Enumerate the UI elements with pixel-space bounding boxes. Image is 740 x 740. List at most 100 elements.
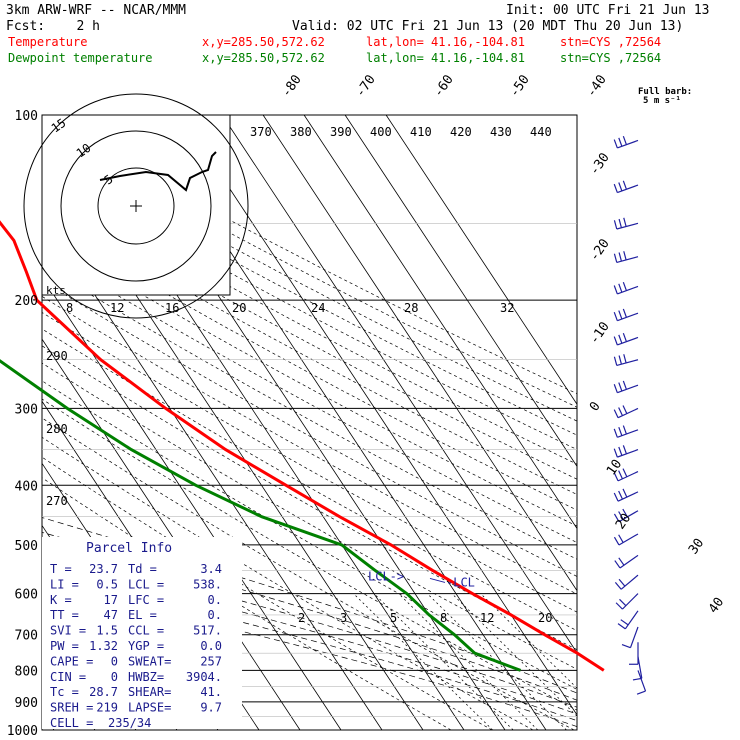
parcel-row-label: CELL = <box>50 716 93 730</box>
pressure-tick-label: 800 <box>15 664 38 679</box>
hodograph-speed-label: 24 <box>311 301 325 315</box>
valid-time: Valid: 02 UTC Fri 21 Jun 13 (20 MDT Thu … <box>292 19 683 34</box>
isotherm-label: -70 <box>353 72 379 100</box>
parcel-row-label: HWBZ= <box>128 670 164 684</box>
wind-barb-flag <box>615 602 623 610</box>
wind-barb <box>614 554 639 569</box>
parcel-info-rows: T = 23.7 Td = 3.4 LI = 0.5 LCL = 538. K = 17 LFC =… <box>50 562 222 730</box>
parcel-row-label: Tc = <box>50 685 79 699</box>
parcel-row-value: 9.7 <box>200 701 222 715</box>
wind-barb-flag <box>618 310 623 320</box>
wind-barb-flag <box>622 405 628 414</box>
isotherm-label: 0 <box>587 399 604 414</box>
parcel-row-value: 219 <box>96 701 118 715</box>
dewpoint-legend-xy: x,y=285.50,572.62 <box>202 51 325 65</box>
wind-barb <box>613 468 639 482</box>
wind-barb <box>613 333 639 346</box>
parcel-row-label: CCL = <box>128 624 164 638</box>
parcel-row-value: 0. <box>208 608 222 622</box>
wind-barb-flag <box>618 578 626 587</box>
wind-barb-flag <box>622 136 627 145</box>
wind-barb-staff <box>616 222 639 230</box>
pressure-tick-label: 600 <box>15 588 38 603</box>
forecast-hour: Fcst: 2 h <box>6 19 100 34</box>
parcel-row-label: SVI = <box>50 624 86 638</box>
parcel-row-label: T = <box>50 562 72 576</box>
wind-barb-staff <box>617 449 639 458</box>
wind-barb-flag <box>613 409 619 418</box>
parcel-row-value: 17 <box>104 593 118 607</box>
theta-label: 290 <box>46 349 68 363</box>
model-title: 3km ARW-WRF -- NCAR/MMM <box>6 3 186 18</box>
wind-barb <box>621 626 639 649</box>
parcel-row-label: YGP = <box>128 639 164 653</box>
pressure-tick-label: 300 <box>15 402 38 417</box>
hodograph-ring-label: 10 <box>74 141 94 161</box>
wind-barb-flag <box>618 252 623 262</box>
theta-label: 410 <box>410 125 432 139</box>
parcel-row-label: CIN = <box>50 670 86 684</box>
isotherm-label: -30 <box>587 150 613 178</box>
wind-barb-flag <box>618 334 623 344</box>
wind-barb-flag <box>622 281 627 291</box>
isotherm-label: 20 <box>613 511 634 532</box>
parcel-row-label: Td = <box>128 562 157 576</box>
wind-barb <box>613 405 639 419</box>
mixing-ratio-label: 12 <box>480 611 494 625</box>
wind-barb-flag <box>613 356 618 366</box>
parcel-row-label: PW = <box>50 639 79 653</box>
isotherm-label: 40 <box>706 595 727 616</box>
parcel-row-value: 0. <box>208 593 222 607</box>
wind-barb <box>613 508 639 523</box>
wind-barb-flag <box>613 220 618 230</box>
init-time: Init: 00 UTC Fri 21 Jun 13 <box>506 3 710 18</box>
wind-barb <box>613 180 639 194</box>
wind-barb-staff <box>617 429 639 438</box>
wind-barb-flag <box>620 619 629 626</box>
parcel-row-value: 257 <box>200 654 222 668</box>
wind-barb <box>613 308 639 322</box>
wind-barb-flag <box>618 382 623 392</box>
wind-barb <box>632 656 643 681</box>
isotherm-line <box>0 115 13 730</box>
wind-barb-staff <box>617 407 639 419</box>
wind-barb-flag <box>622 380 627 390</box>
wind-barb-flag <box>622 488 628 498</box>
isotherm-line <box>303 115 577 530</box>
wind-barb-flag <box>614 581 622 590</box>
mixing-ratio-label: 5 <box>390 611 397 625</box>
isotherm-label: -10 <box>587 319 613 347</box>
parcel-row-label: SHEAR= <box>128 685 171 699</box>
wind-barb-staff <box>617 491 639 502</box>
pressure-tick-label: 500 <box>15 539 38 554</box>
theta-label: 280 <box>46 422 68 436</box>
isotherm-line <box>221 115 577 654</box>
wind-barb <box>614 574 639 590</box>
wind-barb-staff <box>622 593 639 610</box>
wind-barb-flag <box>618 218 623 228</box>
wind-barb <box>613 488 639 502</box>
dewpoint-legend-label: Dewpoint temperature <box>8 51 153 65</box>
mixing-ratio-label: 2 <box>298 611 305 625</box>
temperature-legend-label: Temperature <box>8 35 87 49</box>
mixing-ratio-label: 20 <box>538 611 552 625</box>
theta-label: 270 <box>46 494 68 508</box>
theta-label: 390 <box>330 125 352 139</box>
dewpoint-legend-latlon: lat,lon= 41.16,-104.81 <box>366 51 525 65</box>
wind-barb <box>613 217 639 230</box>
isotherm-line <box>344 115 577 468</box>
wind-barb <box>613 281 639 295</box>
hodograph-speed-label: 16 <box>165 301 179 315</box>
barb-key-title: Full barb: <box>638 87 692 97</box>
parcel-row-value: 1.32 <box>89 639 118 653</box>
pressure-tick-label: 200 <box>15 294 38 309</box>
pressure-tick-label: 400 <box>15 479 38 494</box>
parcel-row-label: LAPSE= <box>128 701 171 715</box>
parcel-row-value: 28.7 <box>89 685 118 699</box>
parcel-row-value: 47 <box>104 608 118 622</box>
wind-barb-flag <box>618 427 623 436</box>
wind-barb-staff <box>617 184 639 194</box>
parcel-row-label: TT = <box>50 608 79 622</box>
wind-barb <box>617 610 639 630</box>
